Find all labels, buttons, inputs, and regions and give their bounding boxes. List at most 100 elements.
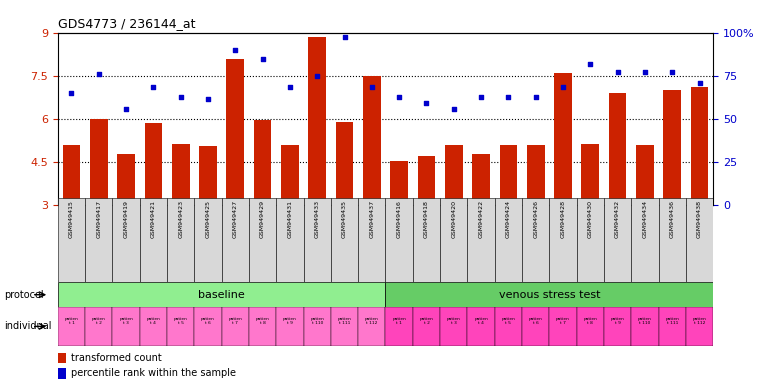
Point xyxy=(284,84,296,91)
Text: patien
t 5: patien t 5 xyxy=(501,317,515,325)
Bar xyxy=(90,119,108,205)
Bar xyxy=(58,307,85,346)
Point xyxy=(147,84,160,91)
Point xyxy=(202,96,214,102)
Text: patien
t 2: patien t 2 xyxy=(92,317,106,325)
Bar xyxy=(331,198,359,282)
Text: patien
t 110: patien t 110 xyxy=(310,317,324,325)
Text: patien
t 6: patien t 6 xyxy=(529,317,543,325)
Bar xyxy=(276,307,304,346)
Text: GSM949431: GSM949431 xyxy=(288,200,292,238)
Bar xyxy=(386,282,713,307)
Bar xyxy=(418,157,436,205)
Point xyxy=(93,71,105,78)
Bar xyxy=(549,307,577,346)
Text: GSM949432: GSM949432 xyxy=(615,200,620,238)
Bar xyxy=(691,88,709,205)
Bar xyxy=(495,307,522,346)
Bar xyxy=(604,198,631,282)
Text: patien
t 112: patien t 112 xyxy=(365,317,379,325)
Bar xyxy=(363,76,381,205)
Bar xyxy=(58,353,66,363)
Point xyxy=(611,68,624,74)
Bar xyxy=(445,145,463,205)
Text: patien
t 7: patien t 7 xyxy=(228,317,242,325)
Bar xyxy=(199,146,217,205)
Text: patien
t 8: patien t 8 xyxy=(256,317,270,325)
Point xyxy=(66,90,78,96)
Bar xyxy=(85,198,113,282)
Bar xyxy=(412,307,440,346)
Bar xyxy=(663,90,681,205)
Text: baseline: baseline xyxy=(198,290,245,300)
Bar xyxy=(113,307,140,346)
Bar xyxy=(604,307,631,346)
Point xyxy=(448,106,460,112)
Bar xyxy=(686,307,713,346)
Text: GSM949416: GSM949416 xyxy=(396,200,402,238)
Bar xyxy=(440,307,467,346)
Bar xyxy=(500,145,517,205)
Text: patien
t 1: patien t 1 xyxy=(65,317,79,325)
Bar xyxy=(172,144,190,205)
Text: GSM949437: GSM949437 xyxy=(369,200,375,238)
Point xyxy=(311,73,323,79)
Text: patien
t 3: patien t 3 xyxy=(120,317,133,325)
Bar xyxy=(144,123,162,205)
Bar xyxy=(227,59,244,205)
Bar xyxy=(249,307,276,346)
Bar xyxy=(194,198,222,282)
Bar xyxy=(113,198,140,282)
Point xyxy=(420,100,433,106)
Bar xyxy=(221,307,249,346)
Bar xyxy=(331,307,359,346)
Bar xyxy=(167,198,194,282)
Text: GSM949434: GSM949434 xyxy=(642,200,648,238)
Text: patien
t 3: patien t 3 xyxy=(447,317,461,325)
Bar xyxy=(577,198,604,282)
Text: GSM949423: GSM949423 xyxy=(178,200,183,238)
Bar xyxy=(440,198,467,282)
Bar xyxy=(359,198,386,282)
Text: patien
t 112: patien t 112 xyxy=(692,317,706,325)
Bar xyxy=(221,198,249,282)
Text: GSM949419: GSM949419 xyxy=(123,200,129,238)
Text: GSM949420: GSM949420 xyxy=(451,200,456,238)
Point xyxy=(557,84,569,91)
Text: patien
t 111: patien t 111 xyxy=(338,317,352,325)
Bar xyxy=(254,121,271,205)
Text: GSM949428: GSM949428 xyxy=(561,200,565,238)
Bar xyxy=(62,145,80,205)
Bar xyxy=(581,144,599,205)
Bar xyxy=(194,307,222,346)
Bar xyxy=(636,145,654,205)
Bar xyxy=(58,282,386,307)
Bar xyxy=(386,307,412,346)
Text: GSM949418: GSM949418 xyxy=(424,200,429,238)
Text: individual: individual xyxy=(4,321,52,331)
Bar xyxy=(467,198,495,282)
Text: patien
t 2: patien t 2 xyxy=(419,317,433,325)
Text: percentile rank within the sample: percentile rank within the sample xyxy=(71,368,236,378)
Text: patien
t 111: patien t 111 xyxy=(665,317,679,325)
Text: GSM949417: GSM949417 xyxy=(96,200,101,238)
Point xyxy=(174,94,187,101)
Bar xyxy=(167,307,194,346)
Text: GSM949426: GSM949426 xyxy=(534,200,538,238)
Text: GSM949435: GSM949435 xyxy=(342,200,347,238)
Bar xyxy=(658,198,686,282)
Bar xyxy=(85,307,113,346)
Bar xyxy=(276,198,304,282)
Text: GDS4773 / 236144_at: GDS4773 / 236144_at xyxy=(58,17,195,30)
Bar xyxy=(58,198,85,282)
Bar xyxy=(304,307,331,346)
Bar xyxy=(281,145,299,205)
Text: patien
t 110: patien t 110 xyxy=(638,317,651,325)
Text: patien
t 1: patien t 1 xyxy=(392,317,406,325)
Text: GSM949415: GSM949415 xyxy=(69,200,74,238)
Bar xyxy=(522,307,549,346)
Text: GSM949438: GSM949438 xyxy=(697,200,702,238)
Text: protocol: protocol xyxy=(4,290,43,300)
Text: patien
t 9: patien t 9 xyxy=(611,317,625,325)
Bar xyxy=(549,198,577,282)
